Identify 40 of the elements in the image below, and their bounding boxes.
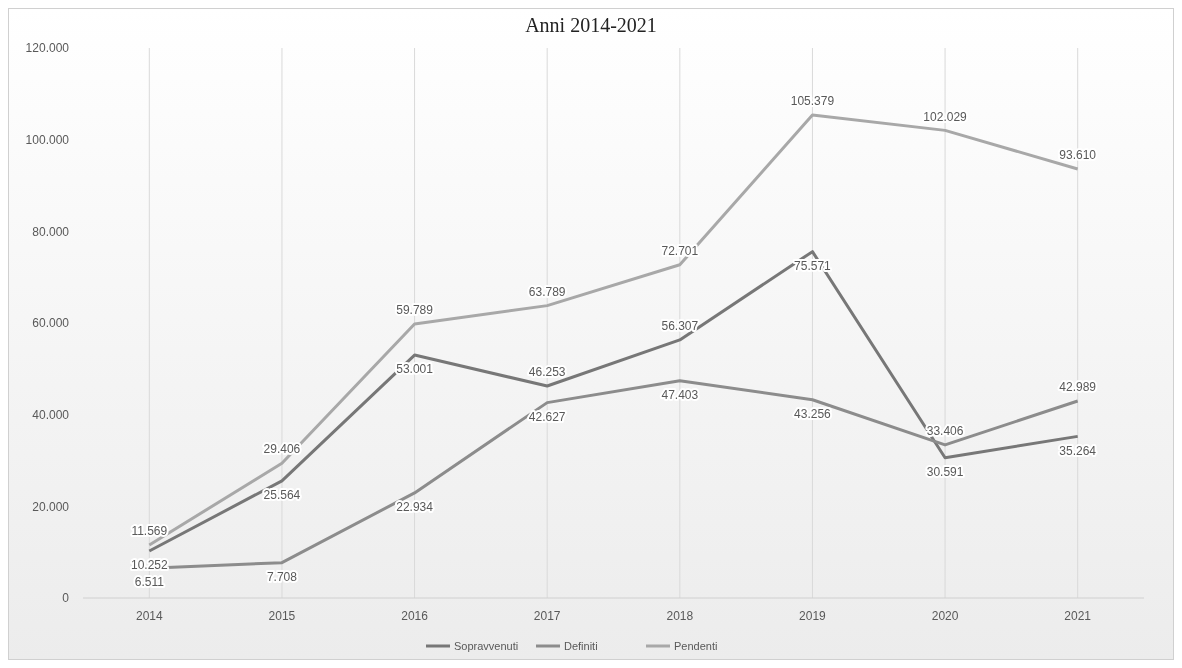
data-label: 56.307 bbox=[661, 319, 699, 334]
x-tick-label: 2016 bbox=[401, 609, 429, 623]
y-tick-label: 20.000 bbox=[32, 499, 70, 514]
x-tick-label: 2015 bbox=[268, 609, 296, 623]
data-label: 7.708 bbox=[266, 569, 298, 584]
x-tick-label: 2014 bbox=[135, 609, 163, 623]
data-label: 25.564 bbox=[263, 488, 301, 503]
data-label: 93.610 bbox=[1059, 148, 1097, 163]
legend-label: Pendenti bbox=[674, 639, 718, 652]
data-label: 47.403 bbox=[661, 387, 699, 402]
x-tick-label: 2020 bbox=[931, 609, 959, 623]
data-label: 22.934 bbox=[396, 500, 434, 515]
y-tick-label: 40.000 bbox=[32, 407, 70, 422]
data-label: 29.406 bbox=[263, 442, 301, 457]
chart-title: Anni 2014-2021 bbox=[525, 14, 657, 36]
data-label: 10.252 bbox=[130, 558, 168, 573]
x-tick-label: 2021 bbox=[1064, 609, 1092, 623]
data-label: 11.569 bbox=[131, 524, 168, 539]
data-label: 43.256 bbox=[794, 406, 832, 421]
data-label: 105.379 bbox=[790, 94, 835, 109]
x-tick-label: 2017 bbox=[533, 609, 561, 623]
data-label: 72.701 bbox=[661, 243, 699, 258]
y-tick-label: 100.000 bbox=[25, 132, 70, 147]
data-label: 6.511 bbox=[134, 575, 165, 590]
data-label: 46.253 bbox=[528, 365, 566, 380]
legend-label: Sopravvenuti bbox=[454, 639, 519, 652]
y-tick-label: 60.000 bbox=[32, 316, 70, 331]
x-tick-label: 2019 bbox=[799, 609, 827, 623]
y-tick-label: 120.000 bbox=[25, 41, 70, 56]
y-tick-label: 80.000 bbox=[32, 224, 70, 239]
x-tick-label: 2018 bbox=[666, 609, 694, 623]
y-tick-label: 0 bbox=[62, 591, 70, 606]
data-label: 59.789 bbox=[396, 303, 434, 318]
data-label: 63.789 bbox=[528, 284, 566, 299]
data-label: 35.264 bbox=[1059, 443, 1097, 458]
data-label: 42.627 bbox=[528, 409, 566, 424]
legend-label: Definiti bbox=[564, 639, 598, 652]
data-label: 30.591 bbox=[926, 464, 964, 479]
data-label: 102.029 bbox=[923, 109, 968, 124]
data-label: 42.989 bbox=[1059, 380, 1097, 395]
